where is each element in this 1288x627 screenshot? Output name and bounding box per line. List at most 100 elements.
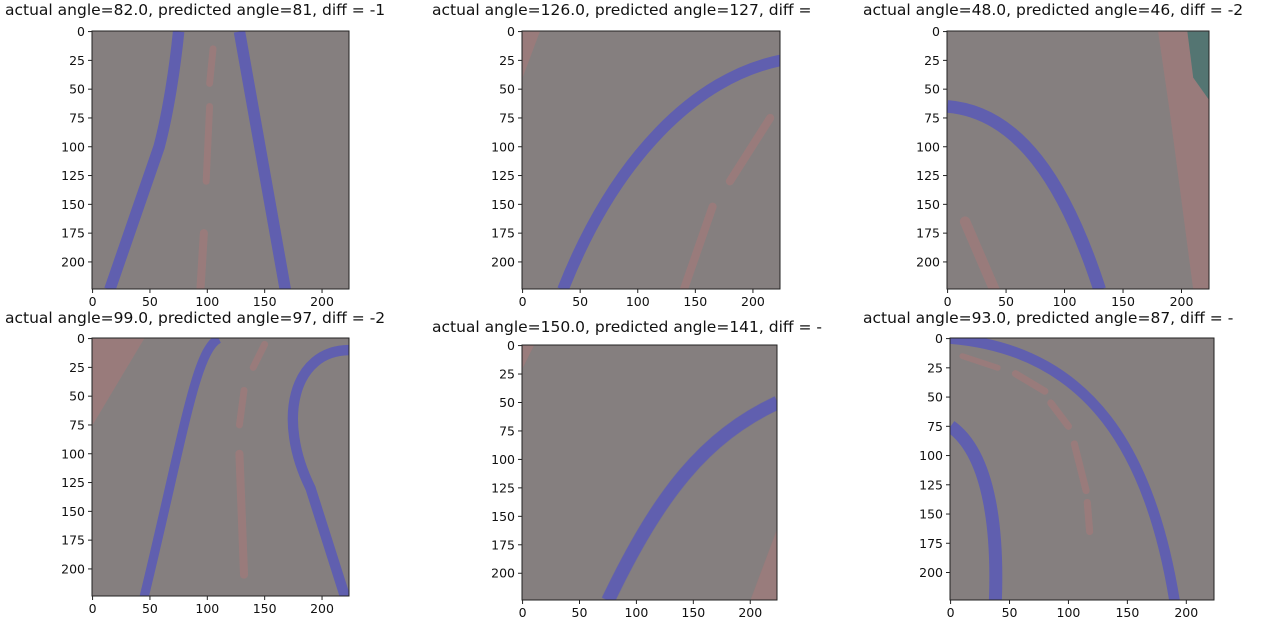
y-tick-label: 200: [916, 254, 940, 269]
y-tick-label: 100: [61, 139, 85, 154]
x-tick-label: 50: [572, 294, 588, 309]
y-tick-label: 100: [919, 448, 943, 463]
center-dash: [959, 353, 1001, 371]
x-tick-label: 150: [1111, 294, 1135, 309]
y-tick-label: 75: [924, 110, 940, 125]
y-tick-label: 100: [491, 452, 515, 467]
x-tick-label: 100: [624, 605, 648, 620]
center-dash: [679, 202, 717, 289]
y-tick-label: 75: [499, 423, 515, 438]
y-tick-label: 175: [491, 226, 515, 241]
y-tick-label: 175: [919, 536, 943, 551]
axes-frame: [949, 337, 1215, 601]
x-tick-label: 150: [683, 294, 707, 309]
y-tick-label: 50: [69, 389, 85, 404]
x-tick-label: 150: [1115, 605, 1139, 620]
y-tick-label: 150: [61, 504, 85, 519]
panel: 0 50 100 150 200 0 25 50 75 100 125 150 175 200 actual…: [432, 318, 822, 620]
center-dash: [202, 102, 214, 185]
x-tick-label: 150: [681, 605, 705, 620]
image: [522, 31, 780, 289]
x-tick-label: 0: [89, 601, 97, 616]
y-tick-label: 0: [932, 24, 940, 39]
image: [92, 31, 349, 289]
image-background: [522, 345, 777, 600]
y-tick-label: 150: [919, 507, 943, 522]
center-dash: [235, 449, 249, 579]
x-tick-label: 200: [310, 601, 334, 616]
x-tick-label: 50: [572, 605, 588, 620]
image: [947, 31, 1209, 289]
x-tick-label: 200: [1174, 605, 1198, 620]
x-tick-label: 200: [738, 605, 762, 620]
y-tick-label: 25: [927, 360, 943, 375]
x-tick-label: 150: [253, 294, 277, 309]
x-tick-label: 0: [519, 605, 527, 620]
y-tick-label: 0: [935, 331, 943, 346]
x-tick-label: 100: [195, 294, 219, 309]
y-tick-label: 25: [69, 53, 85, 68]
center-dash: [1011, 370, 1049, 395]
region: [522, 31, 540, 78]
panel-title: actual angle=48.0, predicted angle=46, d…: [863, 1, 1243, 19]
y-tick-label: 125: [61, 475, 85, 490]
center-dash: [206, 45, 217, 87]
y-tick-label: 50: [499, 82, 515, 97]
y-tick-label: 125: [491, 168, 515, 183]
scene: [104, 31, 291, 289]
y-tick-label: 0: [77, 24, 85, 39]
y-tick-label: 50: [69, 82, 85, 97]
x-tick-label: 100: [1057, 605, 1081, 620]
lane-line: [557, 54, 780, 289]
y-tick-label: 200: [491, 566, 515, 581]
axes-frame: [521, 30, 781, 290]
region: [1187, 31, 1209, 100]
y-tick-label: 125: [491, 480, 515, 495]
center-dash: [235, 386, 248, 429]
image: [92, 338, 349, 596]
center-dash: [725, 113, 775, 186]
axes-frame: [946, 30, 1210, 290]
x-tick-label: 0: [947, 605, 955, 620]
lane-line: [233, 31, 291, 289]
x-tick-label: 0: [519, 294, 527, 309]
y-tick-label: 25: [499, 53, 515, 68]
y-tick-label: 200: [61, 561, 85, 576]
x-tick-label: 0: [89, 294, 97, 309]
center-dash: [1070, 440, 1090, 495]
y-tick-label: 50: [927, 390, 943, 405]
y-tick-label: 150: [491, 509, 515, 524]
y-tick-label: 200: [491, 254, 515, 269]
y-tick-label: 200: [61, 254, 85, 269]
lane-line: [950, 338, 1180, 600]
y-tick-label: 0: [77, 331, 85, 346]
x-tick-label: 100: [626, 294, 650, 309]
y-tick-label: 125: [916, 168, 940, 183]
y-tick-label: 50: [924, 82, 940, 97]
panel: 0 50 100 150 200 0 25 50 75 100 125 150 175 200 actual…: [863, 1, 1243, 309]
x-tick-label: 50: [998, 294, 1014, 309]
center-dash: [1083, 498, 1094, 536]
y-tick-label: 175: [61, 533, 85, 548]
panel-title: actual angle=126.0, predicted angle=127,…: [432, 1, 812, 19]
x-tick-label: 100: [195, 601, 219, 616]
y-tick-label: 175: [61, 226, 85, 241]
center-dash: [249, 340, 269, 371]
y-tick-label: 25: [499, 367, 515, 382]
y-tick-label: 150: [491, 197, 515, 212]
y-tick-label: 50: [499, 395, 515, 410]
y-tick-label: 75: [927, 419, 943, 434]
y-tick-label: 100: [491, 139, 515, 154]
panel-title: actual angle=93.0, predicted angle=87, d…: [863, 309, 1233, 327]
y-tick-label: 150: [916, 197, 940, 212]
y-tick-label: 25: [69, 360, 85, 375]
y-tick-label: 75: [69, 110, 85, 125]
panel: 0 50 100 150 200 0 25 50 75 100 125 150 175 200 actual…: [5, 309, 385, 616]
x-tick-label: 0: [944, 294, 952, 309]
y-tick-label: 0: [507, 24, 515, 39]
image: [522, 345, 777, 600]
axes-frame: [91, 30, 350, 290]
y-tick-label: 200: [919, 565, 943, 580]
